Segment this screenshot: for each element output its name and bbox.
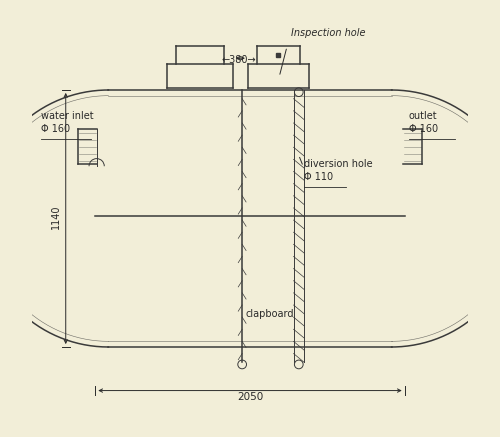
Text: Φ 160: Φ 160: [41, 124, 70, 134]
Text: 1140: 1140: [51, 204, 61, 229]
Text: Φ 110: Φ 110: [304, 172, 334, 182]
Text: water inlet: water inlet: [41, 111, 94, 121]
Text: Φ 160: Φ 160: [409, 124, 438, 134]
Text: 2050: 2050: [237, 392, 263, 402]
Text: diversion hole: diversion hole: [304, 159, 373, 169]
Bar: [276, 53, 280, 57]
Text: ←380→: ←380→: [222, 55, 256, 65]
Text: Inspection hole: Inspection hole: [292, 28, 366, 38]
Text: outlet: outlet: [409, 111, 438, 121]
Text: clapboard: clapboard: [246, 309, 294, 319]
